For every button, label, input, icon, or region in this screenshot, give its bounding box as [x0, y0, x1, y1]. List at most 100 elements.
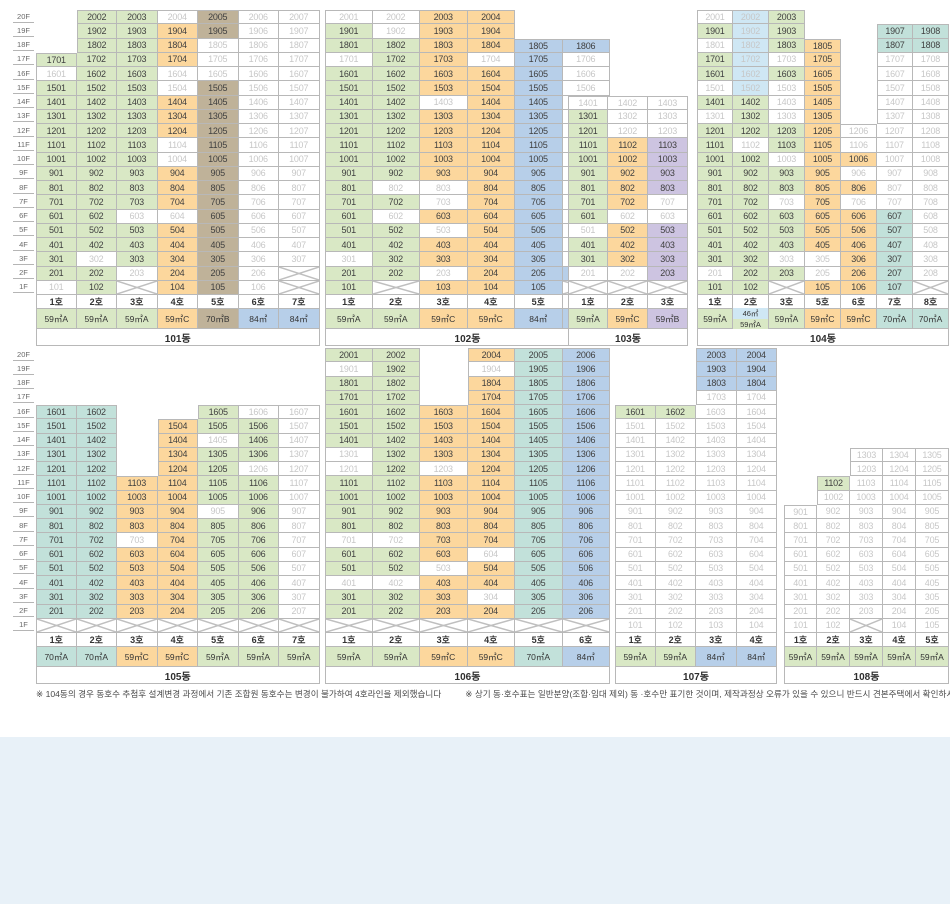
unit-cell: 1505	[198, 81, 239, 96]
empty-slot	[615, 362, 656, 376]
empty-slot	[841, 110, 877, 124]
empty-slot	[239, 362, 280, 376]
unit-cell: 1104	[157, 476, 198, 491]
unit-cell: 401	[615, 576, 656, 591]
unit-cell: 606	[841, 209, 877, 224]
unit-cell: 901	[784, 504, 817, 519]
unit-cell: 1402	[372, 95, 420, 110]
unit-cell: 1101	[36, 138, 77, 153]
unit-cell: 1701	[325, 52, 373, 67]
empty-slot	[279, 362, 320, 376]
unit-type-cell: 59㎡A	[76, 309, 117, 329]
unit-cell: 802	[372, 519, 420, 534]
ho-header: 3호	[420, 295, 468, 309]
unit-cell: 1507	[877, 81, 913, 96]
unit-cell: 801	[325, 181, 373, 196]
unit-cell: 2003	[117, 10, 158, 25]
unit-cell: 1605	[198, 67, 239, 82]
unit-cell: 1801	[697, 38, 733, 53]
unit-cell: 1002	[76, 152, 117, 167]
unit-cell: 2002	[372, 348, 420, 363]
unit-cell: 1202	[372, 462, 420, 477]
unit-cell: 703	[420, 533, 468, 548]
ho-header: 5호	[515, 633, 563, 647]
empty-slot	[420, 362, 468, 376]
unit-cell: 704	[157, 533, 198, 548]
floor-label: 13F	[13, 449, 34, 461]
no-unit-cell	[117, 280, 158, 295]
unit-cell: 1203	[769, 124, 805, 139]
unit-cell: 704	[467, 195, 515, 210]
unit-cell: 1105	[198, 476, 239, 491]
floor-label: 18F	[13, 40, 34, 52]
unit-cell: 1903	[117, 24, 158, 39]
empty-slot	[850, 377, 883, 391]
unit-cell: 104	[467, 280, 515, 295]
floor-label: 10F	[13, 154, 34, 166]
empty-slot	[158, 348, 199, 362]
unit-cell: 1406	[238, 95, 279, 110]
unit-cell: 605	[805, 209, 841, 224]
unit-cell: 907	[279, 504, 320, 519]
floor-label: 1F	[13, 282, 34, 294]
unit-cell: 401	[36, 238, 77, 253]
empty-slot	[198, 377, 239, 391]
unit-cell: 201	[784, 604, 817, 619]
empty-slot	[568, 81, 608, 95]
building-name: 101동	[36, 329, 320, 346]
unit-type-cell: 59㎡A	[325, 647, 373, 667]
floor-label: 6F	[13, 211, 34, 223]
unit-cell: 701	[325, 195, 373, 210]
unit-type-cell: 59㎡A	[117, 309, 158, 329]
unit-cell: 1703	[420, 52, 468, 67]
unit-cell: 604	[736, 547, 777, 562]
unit-cell: 1302	[733, 109, 769, 124]
unit-cell: 1302	[76, 447, 117, 462]
empty-slot	[608, 10, 648, 24]
unit-type-cell: 59㎡A	[238, 647, 279, 667]
unit-cell: 407	[279, 576, 320, 591]
unit-cell: 2004	[157, 10, 198, 25]
unit-cell: 305	[198, 252, 239, 267]
no-unit-cell	[913, 280, 949, 295]
ho-header: 2호	[372, 295, 420, 309]
unit-cell: 503	[420, 561, 468, 576]
unit-cell: 1304	[467, 109, 515, 124]
empty-slot	[883, 419, 916, 433]
unit-cell: 602	[733, 209, 769, 224]
unit-cell: 404	[736, 576, 777, 591]
unit-cell: 203	[648, 266, 688, 281]
unit-cell: 1701	[325, 390, 373, 405]
unit-cell: 301	[568, 252, 608, 267]
unit-cell: 502	[608, 223, 648, 238]
unit-cell: 501	[568, 223, 608, 238]
unit-cell: 1906	[238, 24, 279, 39]
building-107동: 2003 2004 1903 1904 1803 1804 1703 1704 1601 1602…	[615, 348, 777, 684]
unit-cell: 1307	[877, 109, 913, 124]
unit-cell: 1303	[420, 109, 468, 124]
building-108동: 1303 1304 1305 1203 1204 1205 1102 1103 1104 1105…	[784, 348, 949, 684]
ho-header: 2호	[76, 295, 117, 309]
empty-slot	[883, 348, 916, 362]
unit-cell: 1701	[697, 52, 733, 67]
ho-header: 7호	[279, 295, 320, 309]
unit-cell: 502	[76, 561, 117, 576]
unit-cell: 904	[883, 504, 916, 519]
empty-slot	[117, 362, 158, 376]
unit-type-cell: 59㎡A	[615, 647, 656, 667]
empty-slot	[77, 362, 118, 376]
unit-cell: 1406	[562, 433, 610, 448]
unit-cell: 807	[877, 181, 913, 196]
unit-cell: 105	[805, 280, 841, 295]
unit-cell: 1108	[913, 138, 949, 153]
unit-cell: 1806	[562, 376, 610, 391]
ho-header: 1호	[568, 295, 608, 309]
unit-cell: 605	[198, 547, 239, 562]
unit-cell: 1004	[467, 490, 515, 505]
unit-cell: 503	[769, 223, 805, 238]
empty-slot	[784, 377, 817, 391]
unit-cell: 605	[198, 209, 239, 224]
unit-cell: 701	[697, 195, 733, 210]
building-name: 108동	[784, 667, 949, 684]
unit-cell: 803	[696, 519, 737, 534]
